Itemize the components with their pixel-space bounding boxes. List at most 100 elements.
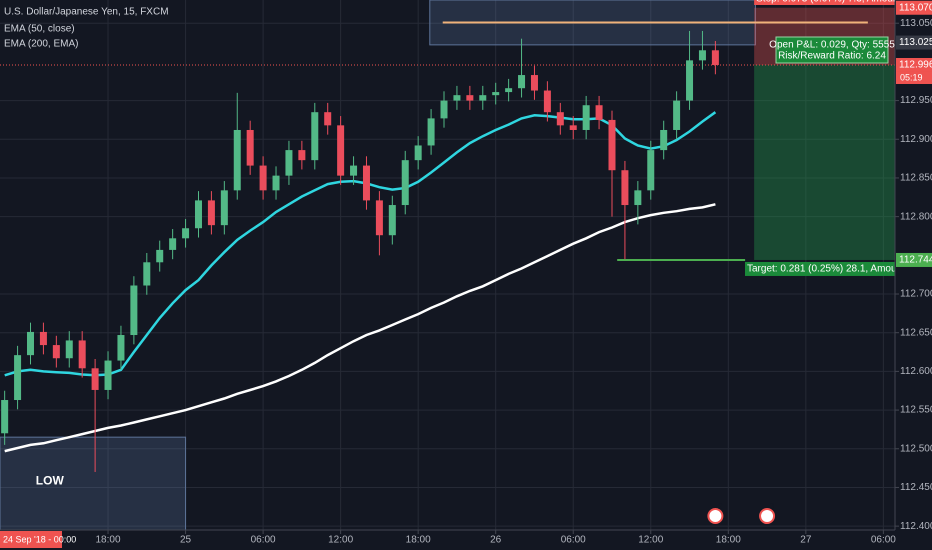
candle-body — [479, 95, 487, 101]
candle-body — [350, 165, 358, 176]
candle-body — [660, 129, 668, 151]
y-tick-label: 112.500 — [900, 443, 932, 454]
candle-body — [582, 105, 590, 130]
event-label: 3 — [770, 502, 775, 511]
price-label-bg — [896, 35, 932, 50]
candle-body — [556, 112, 564, 126]
y-tick-label: 113.050 — [900, 18, 932, 29]
y-tick-label: 112.450 — [900, 482, 932, 493]
candle-body — [207, 200, 215, 226]
y-tick-label: 112.700 — [900, 289, 932, 300]
candle-body — [259, 165, 267, 191]
candle-body — [39, 331, 47, 346]
price-label: 113.070 — [899, 2, 932, 13]
pl-label: Open P&L: 0.029, Qty: 5555 — [769, 40, 895, 51]
candle-body — [698, 50, 706, 61]
start-label: 24 Sep '18 - 00:00 — [3, 534, 76, 544]
zone-label: HIGH — [578, 0, 608, 2]
stop-label-bg — [754, 0, 895, 5]
candle-body — [466, 95, 474, 101]
x-tick-label: 18:00 — [96, 535, 121, 546]
x-tick-label: 06:00 — [561, 535, 586, 546]
price-label: 112.996 — [899, 60, 932, 71]
candle-body — [569, 125, 577, 130]
candle-body — [104, 360, 112, 390]
x-tick-label: 25 — [180, 535, 192, 546]
candle-body — [440, 100, 448, 119]
x-tick-label: 12:00 — [328, 535, 353, 546]
stop-label: Stop: 0.073 (0.07%) 7.3, Amount: 7560 — [756, 0, 929, 5]
candle-body — [518, 75, 526, 89]
candle-body — [388, 205, 396, 236]
x-tick-label: 18:00 — [716, 535, 741, 546]
ema-line — [4, 203, 716, 453]
plot-area: LOW HIGH Stop: 0.073 (0.07%) 7.3, Amount: … — [0, 0, 929, 530]
y-tick-label: 112.950 — [900, 95, 932, 106]
candle-body — [311, 112, 319, 161]
candle-body — [156, 249, 164, 263]
candle-body — [647, 150, 655, 191]
candle-body — [530, 75, 538, 91]
x-tick-label: 06:00 — [871, 535, 896, 546]
start-label-bg — [0, 531, 62, 548]
candle-body — [1, 400, 9, 434]
candle-body — [194, 200, 202, 229]
y-tick-label: 112.900 — [900, 134, 932, 145]
rr-label: Risk/Reward Ratio: 6.24 — [778, 51, 886, 62]
price-label-bg — [896, 57, 932, 72]
y-tick-label: 112.650 — [900, 327, 932, 338]
y-tick-label: 112.550 — [900, 405, 932, 416]
candle-body — [595, 105, 603, 120]
candle-body — [182, 228, 190, 239]
price-label-sub-bg — [896, 71, 932, 84]
target-label-bg — [745, 261, 895, 276]
candle-body — [543, 90, 551, 113]
event-label: 2 — [718, 502, 723, 511]
candle-body — [401, 160, 409, 206]
x-tick-label: 06:00 — [251, 535, 276, 546]
legend-entry: EMA (50, close) — [4, 24, 75, 35]
candle-body — [711, 50, 719, 65]
price-label: 112.744 — [899, 255, 932, 266]
candle-body — [621, 170, 629, 206]
y-tick-label: 112.850 — [900, 173, 932, 184]
candle-body — [375, 200, 383, 236]
candle-body — [686, 60, 694, 101]
candle-body — [608, 119, 616, 171]
candle-body — [505, 88, 513, 93]
candle-body — [427, 118, 435, 146]
zone-label: LOW — [36, 474, 65, 488]
candle-body — [272, 175, 280, 191]
candle-body — [130, 285, 138, 336]
candle-body — [143, 262, 151, 286]
candle-body — [169, 238, 177, 250]
price-label: 113.025 — [899, 37, 932, 48]
candle-body — [65, 340, 73, 359]
event-icon — [759, 508, 776, 524]
candle-body — [91, 368, 99, 390]
candle-body — [285, 150, 293, 176]
legend-entry: EMA (200, EMA) — [4, 39, 78, 50]
candle-body — [26, 331, 34, 356]
x-tick-label: 26 — [490, 535, 502, 546]
candle-body — [634, 190, 642, 206]
candle-body — [453, 95, 461, 101]
candle-body — [117, 335, 125, 361]
candle-body — [673, 100, 681, 130]
x-tick-label: 18:00 — [406, 535, 431, 546]
candle-body — [246, 129, 254, 166]
price-label-sub: 05:19 — [900, 72, 923, 82]
zone — [0, 436, 187, 530]
candle-body — [362, 165, 370, 201]
candle-body — [298, 150, 306, 161]
candle-body — [337, 125, 345, 176]
chart-title: U.S. Dollar/Japanese Yen, 15, FXCM — [4, 7, 169, 18]
candle-body — [52, 345, 60, 359]
candle-body — [78, 340, 86, 369]
price-label-bg — [896, 252, 932, 267]
candle-body — [324, 112, 332, 126]
event-icon — [707, 508, 724, 524]
